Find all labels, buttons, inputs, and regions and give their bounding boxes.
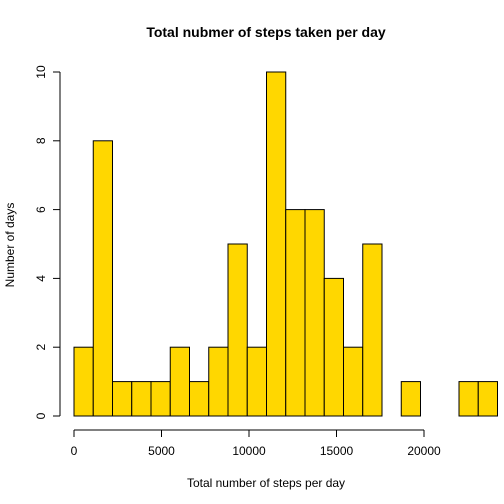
y-tick-label: 2 [34, 344, 48, 351]
histogram-bar [189, 381, 210, 417]
histogram-bar [266, 71, 287, 417]
histogram-bar [112, 381, 133, 417]
histogram-bar [362, 243, 383, 417]
histogram-bar [131, 381, 152, 417]
y-axis: 0 2 4 6 8 10 [34, 65, 61, 419]
histogram-bar [208, 346, 229, 417]
x-tick-label: 5000 [148, 444, 175, 458]
histogram-bar [73, 346, 94, 417]
histogram-bar [343, 346, 364, 417]
histogram-bar [150, 381, 171, 417]
histogram-bar [92, 140, 113, 417]
histogram-bar [400, 381, 421, 417]
chart-title: Total nubmer of steps taken per day [146, 24, 386, 40]
x-axis: 0 5000 10000 15000 20000 [71, 429, 441, 458]
y-tick-label: 6 [34, 206, 48, 213]
histogram-bar [227, 243, 248, 417]
x-tick-label: 15000 [320, 444, 354, 458]
histogram-bar [477, 381, 498, 417]
x-tick-label: 20000 [407, 444, 441, 458]
x-tick-label: 10000 [232, 444, 266, 458]
y-tick-label: 4 [34, 275, 48, 282]
y-tick-label: 8 [34, 137, 48, 144]
histogram-bar [458, 381, 479, 417]
y-axis-label: Number of days [3, 203, 17, 288]
histogram-bar [246, 346, 267, 417]
histogram-bar [169, 346, 190, 417]
x-tick-label: 0 [71, 444, 78, 458]
histogram-bar [304, 209, 325, 417]
x-axis-label: Total number of steps per day [187, 476, 345, 490]
y-tick-label: 10 [34, 65, 48, 79]
histogram-bar [285, 209, 306, 417]
bars-group [73, 71, 498, 417]
histogram-bar [323, 277, 344, 417]
y-tick-label: 0 [34, 412, 48, 419]
